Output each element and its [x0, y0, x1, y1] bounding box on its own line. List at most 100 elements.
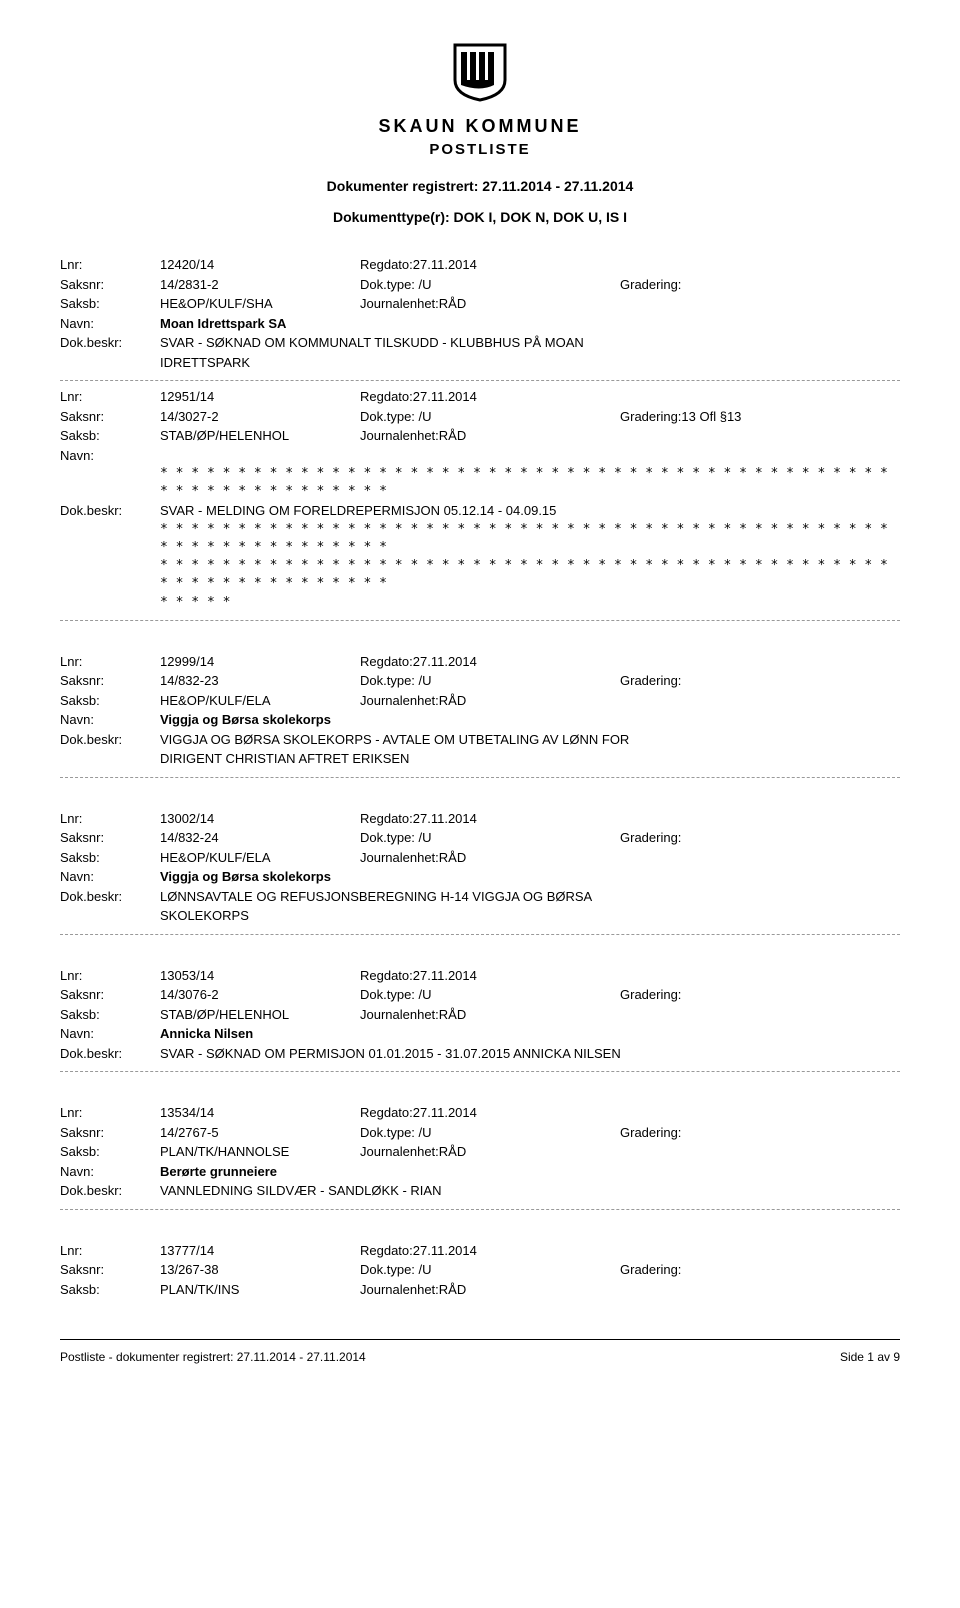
saksb-label: Saksb: [60, 294, 160, 314]
asterisk-line: * * * * * * * * * * * * * * * * * * * * … [160, 465, 900, 501]
journalenhet-value: Journalenhet:RÅD [360, 294, 620, 314]
journalenhet-value: Journalenhet:RÅD [360, 426, 620, 446]
dokbeskr-value-2: SKOLEKORPS [160, 906, 900, 926]
entry-item: Lnr: 13053/14 Regdato:27.11.2014 Saksnr:… [60, 966, 900, 1064]
saksnr-label: Saksnr: [60, 407, 160, 427]
lnr-value: 12999/14 [160, 652, 360, 672]
saksb-label: Saksb: [60, 1142, 160, 1162]
dokbeskr-label: Dok.beskr: [60, 730, 160, 750]
entry-item: Lnr: 12999/14 Regdato:27.11.2014 Saksnr:… [60, 652, 900, 769]
dokbeskr-value-2: DIRIGENT CHRISTIAN AFTRET ERIKSEN [160, 749, 900, 769]
lnr-label: Lnr: [60, 652, 160, 672]
regdato-value: Regdato:27.11.2014 [360, 809, 620, 829]
navn-label: Navn: [60, 314, 160, 334]
navn-value: Viggja og Børsa skolekorps [160, 867, 900, 887]
navn-value: Annicka Nilsen [160, 1024, 900, 1044]
navn-label: Navn: [60, 446, 160, 466]
saksb-label: Saksb: [60, 848, 160, 868]
saksnr-value: 14/832-24 [160, 828, 360, 848]
lnr-value: 12420/14 [160, 255, 360, 275]
entry-item: Lnr: 13777/14 Regdato:27.11.2014 Saksnr:… [60, 1241, 900, 1300]
saksnr-value: 14/2767-5 [160, 1123, 360, 1143]
saksnr-label: Saksnr: [60, 1123, 160, 1143]
dokbeskr-label: Dok.beskr: [60, 501, 160, 521]
lnr-label: Lnr: [60, 1241, 160, 1261]
navn-label: Navn: [60, 867, 160, 887]
saksb-label: Saksb: [60, 1280, 160, 1300]
logo-container [60, 40, 900, 108]
doktype-value: Dok.type: /U [360, 985, 620, 1005]
saksb-label: Saksb: [60, 691, 160, 711]
municipality-logo-icon [445, 40, 515, 105]
dokbeskr-value: VANNLEDNING SILDVÆR - SANDLØKK - RIAN [160, 1181, 900, 1201]
navn-label: Navn: [60, 710, 160, 730]
dokbeskr-value: SVAR - SØKNAD OM PERMISJON 01.01.2015 - … [160, 1044, 900, 1064]
saksnr-label: Saksnr: [60, 985, 160, 1005]
entries-list: Lnr: 12420/14 Regdato:27.11.2014 Saksnr:… [60, 255, 900, 1299]
dokbeskr-value: SVAR - MELDING OM FORELDREPERMISJON 05.1… [160, 501, 900, 521]
saksnr-label: Saksnr: [60, 671, 160, 691]
saksnr-value: 14/832-23 [160, 671, 360, 691]
saksnr-value: 13/267-38 [160, 1260, 360, 1280]
doktype-value: Dok.type: /U [360, 671, 620, 691]
entry-item: Lnr: 12420/14 Regdato:27.11.2014 Saksnr:… [60, 255, 900, 372]
lnr-label: Lnr: [60, 255, 160, 275]
dokbeskr-value: LØNNSAVTALE OG REFUSJONSBEREGNING H-14 V… [160, 887, 900, 907]
navn-label: Navn: [60, 1024, 160, 1044]
document-types: Dokumenttype(r): DOK I, DOK N, DOK U, IS… [60, 209, 900, 225]
entry-item: Lnr: 13002/14 Regdato:27.11.2014 Saksnr:… [60, 809, 900, 926]
lnr-label: Lnr: [60, 387, 160, 407]
gradering-value: Gradering: [620, 985, 900, 1005]
journalenhet-value: Journalenhet:RÅD [360, 848, 620, 868]
entry-separator [60, 620, 900, 621]
journalenhet-value: Journalenhet:RÅD [360, 1142, 620, 1162]
regdato-value: Regdato:27.11.2014 [360, 966, 620, 986]
postliste-subtitle: POSTLISTE [60, 141, 900, 158]
asterisk-line: * * * * * [160, 594, 900, 612]
dokbeskr-label: Dok.beskr: [60, 1181, 160, 1201]
document-header: SKAUN KOMMUNE POSTLISTE Dokumenter regis… [60, 40, 900, 225]
regdato-value: Regdato:27.11.2014 [360, 255, 620, 275]
footer-right: Side 1 av 9 [840, 1350, 900, 1364]
journalenhet-value: Journalenhet:RÅD [360, 1280, 620, 1300]
entry-separator [60, 934, 900, 935]
entry-item: Lnr: 13534/14 Regdato:27.11.2014 Saksnr:… [60, 1103, 900, 1201]
gradering-value: Gradering: [620, 828, 900, 848]
saksb-value: HE&OP/KULF/SHA [160, 294, 360, 314]
journalenhet-value: Journalenhet:RÅD [360, 1005, 620, 1025]
saksb-value: HE&OP/KULF/ELA [160, 691, 360, 711]
navn-value: Moan Idrettspark SA [160, 314, 900, 334]
gradering-value: Gradering: [620, 275, 900, 295]
entry-separator [60, 1071, 900, 1072]
saksb-value: PLAN/TK/INS [160, 1280, 360, 1300]
lnr-value: 13777/14 [160, 1241, 360, 1261]
asterisk-line: * * * * * * * * * * * * * * * * * * * * … [160, 557, 900, 593]
lnr-value: 13534/14 [160, 1103, 360, 1123]
saksnr-label: Saksnr: [60, 1260, 160, 1280]
entry-separator [60, 1209, 900, 1210]
regdato-value: Regdato:27.11.2014 [360, 652, 620, 672]
entry-separator [60, 380, 900, 381]
saksnr-value: 14/2831-2 [160, 275, 360, 295]
regdato-value: Regdato:27.11.2014 [360, 1103, 620, 1123]
lnr-value: 12951/14 [160, 387, 360, 407]
saksnr-label: Saksnr: [60, 828, 160, 848]
municipality-name: SKAUN KOMMUNE [60, 116, 900, 137]
dokbeskr-value: SVAR - SØKNAD OM KOMMUNALT TILSKUDD - KL… [160, 333, 900, 353]
navn-value: Viggja og Børsa skolekorps [160, 710, 900, 730]
saksnr-value: 14/3027-2 [160, 407, 360, 427]
dokbeskr-value: VIGGJA OG BØRSA SKOLEKORPS - AVTALE OM U… [160, 730, 900, 750]
navn-value [160, 446, 900, 466]
doktype-value: Dok.type: /U [360, 1123, 620, 1143]
dokbeskr-label: Dok.beskr: [60, 887, 160, 907]
date-range: Dokumenter registrert: 27.11.2014 - 27.1… [60, 178, 900, 194]
dokbeskr-label: Dok.beskr: [60, 333, 160, 353]
lnr-value: 13053/14 [160, 966, 360, 986]
saksb-label: Saksb: [60, 1005, 160, 1025]
lnr-label: Lnr: [60, 1103, 160, 1123]
journalenhet-value: Journalenhet:RÅD [360, 691, 620, 711]
lnr-label: Lnr: [60, 809, 160, 829]
doktype-value: Dok.type: /U [360, 1260, 620, 1280]
gradering-value: Gradering: [620, 1260, 900, 1280]
dokbeskr-value-2: IDRETTSPARK [160, 353, 900, 373]
